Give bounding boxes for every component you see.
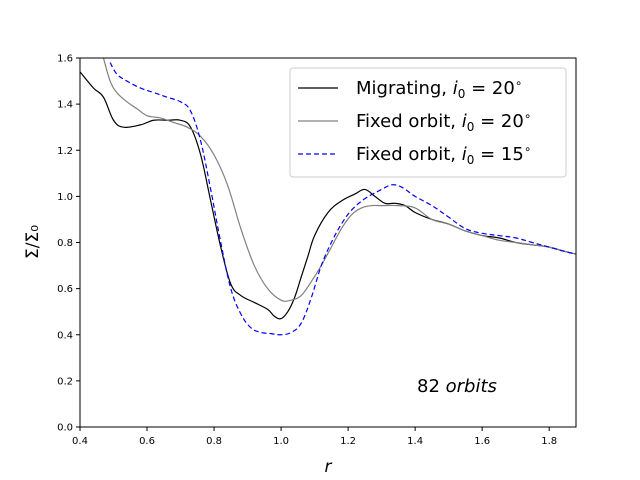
x-axis-label: r [325, 457, 333, 477]
y-tick-label: 0.0 [57, 423, 73, 434]
series-line-fixed-20 [102, 58, 576, 302]
orbits-annotation: 82 orbits [417, 376, 497, 397]
legend-label-fixed-15: Fixed orbit, i0 = 15∘ [356, 142, 531, 167]
y-axis-label: Σ/Σ₀ [23, 225, 43, 259]
x-tick-label: 0.4 [72, 436, 88, 447]
series-line-fixed-15 [109, 62, 576, 336]
legend-label-migrating-20: Migrating, i0 = 20∘ [356, 76, 522, 101]
plot-frame [79, 57, 577, 428]
legend-box [289, 67, 567, 178]
legend-label-fixed-20: Fixed orbit, i0 = 20∘ [356, 109, 531, 134]
y-tick-label: 1.2 [57, 146, 73, 157]
x-tick-label: 1.8 [541, 436, 557, 447]
x-tick-label: 1.6 [474, 436, 490, 447]
y-tick-label: 1.4 [57, 100, 73, 111]
y-tick-label: 1.6 [57, 54, 73, 65]
y-tick-label: 0.6 [57, 284, 73, 295]
series-layer [80, 58, 576, 336]
x-tick-label: 1.0 [273, 436, 289, 447]
axis-ticks: 0.4 0.6 0.8 1.0 1.2 1.4 1.6 1.8 0.0 0.2 0.4 0.6 0.8 1… [57, 54, 557, 448]
y-tick-label: 0.8 [57, 238, 73, 249]
legend: Migrating, i0 = 20∘ Fixed orbit, i0 = 20… [289, 67, 567, 178]
x-tick-label: 1.4 [407, 436, 423, 447]
x-tick-label: 0.6 [139, 436, 155, 447]
y-tick-label: 0.4 [57, 330, 73, 341]
y-tick-label: 1.0 [57, 192, 73, 203]
y-tick-label: 0.2 [57, 376, 73, 387]
x-tick-label: 0.8 [206, 436, 222, 447]
x-tick-label: 1.2 [340, 436, 356, 447]
